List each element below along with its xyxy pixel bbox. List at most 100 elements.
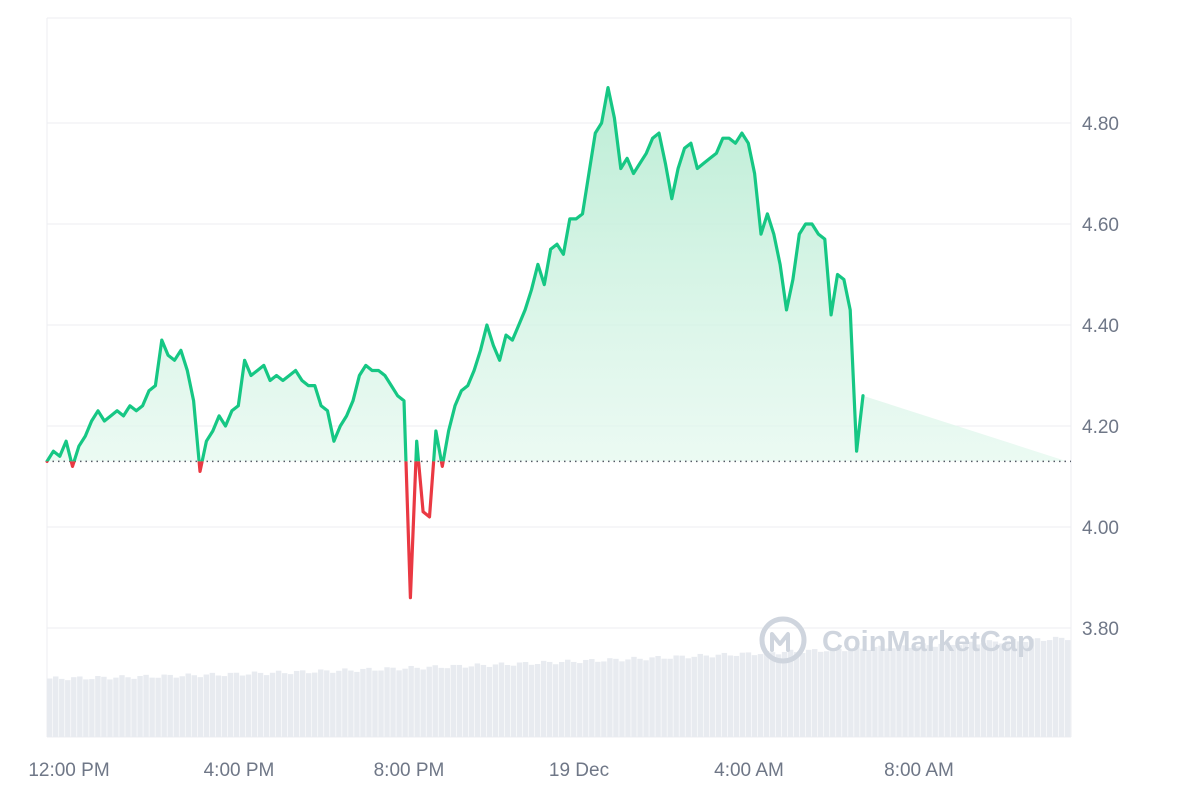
- volume-bar: [763, 650, 770, 737]
- volume-bar: [811, 649, 818, 737]
- volume-bar: [89, 679, 95, 737]
- volume-bar: [1016, 641, 1023, 737]
- volume-bar: [932, 646, 938, 737]
- volume-bar: [426, 666, 432, 737]
- volume-bar: [926, 645, 932, 737]
- volume-bar: [173, 677, 179, 737]
- volume-bar: [149, 677, 155, 737]
- volume-bar: [1064, 640, 1071, 737]
- volume-bar: [619, 661, 625, 737]
- volume-bar: [655, 656, 661, 737]
- volume-bar: [727, 655, 734, 737]
- volume-bar: [263, 675, 270, 737]
- volume-bar: [986, 640, 993, 737]
- y-tick-label: 4.60: [1082, 215, 1119, 236]
- volume-bar: [239, 675, 246, 737]
- volume-bar: [125, 677, 131, 737]
- volume-bar: [980, 643, 987, 737]
- volume-bar: [643, 660, 649, 737]
- x-axis: 12:00 PM 4:00 PM 8:00 PM 19 Dec 4:00 AM 8:00 …: [28, 760, 954, 781]
- volume-bar: [47, 678, 53, 737]
- volume-bar: [77, 676, 83, 737]
- x-tick-label: 4:00 AM: [714, 760, 784, 781]
- volume-bar: [95, 675, 101, 737]
- volume-bar: [468, 666, 475, 737]
- price-area-fill: [47, 87, 1067, 462]
- volume-bar: [631, 656, 637, 737]
- volume-bar: [462, 667, 469, 737]
- volume-bar: [769, 652, 776, 737]
- volume-bar: [595, 661, 601, 737]
- volume-bar: [649, 657, 655, 737]
- volume-bar: [299, 670, 306, 737]
- volume-bar: [101, 676, 107, 737]
- volume-bar: [420, 669, 426, 737]
- volume-bar: [546, 661, 553, 737]
- volume-bar: [1058, 637, 1065, 737]
- volume-bar: [938, 643, 944, 737]
- volume-bar: [107, 679, 113, 737]
- volume-bar: [793, 652, 800, 737]
- volume-bar: [559, 661, 565, 737]
- volume-bar: [498, 662, 505, 737]
- x-tick-label: 8:00 AM: [884, 760, 954, 781]
- volume-bar: [281, 673, 288, 737]
- volume-bar: [992, 641, 999, 737]
- volume-bar: [143, 674, 149, 737]
- y-tick-label: 4.40: [1082, 316, 1119, 337]
- volume-bar: [583, 659, 589, 737]
- volume-bar: [860, 648, 866, 737]
- volume-bar: [805, 649, 812, 737]
- volume-bar: [522, 662, 529, 737]
- volume-bar: [161, 674, 167, 737]
- volume-bar: [571, 661, 577, 737]
- x-tick-label: 19 Dec: [549, 760, 609, 781]
- volume-bar: [781, 651, 788, 737]
- volume-bar: [534, 663, 541, 737]
- volume-bar: [480, 664, 487, 737]
- y-tick-label: 4.00: [1082, 518, 1119, 539]
- volume-bar: [185, 673, 191, 737]
- volume-bar: [721, 652, 728, 737]
- volume-bar: [227, 672, 234, 737]
- volume-bar: [516, 662, 523, 737]
- volume-bar: [203, 674, 210, 737]
- volume-bars: [47, 636, 1071, 737]
- volume-bar: [372, 670, 378, 737]
- volume-bar: [504, 664, 511, 737]
- volume-bar: [715, 654, 722, 737]
- volume-bar: [920, 643, 926, 737]
- volume-bar: [53, 676, 59, 737]
- volume-bar: [432, 665, 438, 737]
- volume-bar: [1004, 640, 1011, 737]
- volume-bar: [661, 658, 667, 737]
- volume-bar: [306, 673, 312, 737]
- price-line-up: [45, 86, 865, 462]
- volume-bar: [83, 679, 89, 737]
- volume-bar: [1034, 638, 1041, 737]
- volume-bar: [510, 665, 517, 737]
- volume-bar: [324, 670, 330, 737]
- x-tick-label: 4:00 PM: [204, 760, 275, 781]
- volume-bar: [444, 668, 450, 737]
- volume-bar: [878, 645, 884, 737]
- volume-bar: [824, 651, 830, 737]
- volume-bar: [384, 667, 390, 737]
- volume-bar: [601, 661, 607, 737]
- y-tick-label: 3.80: [1082, 619, 1119, 640]
- volume-bar: [739, 652, 746, 737]
- volume-bar: [613, 658, 619, 737]
- volume-bar: [607, 658, 613, 737]
- volume-bar: [390, 667, 396, 737]
- volume-bar: [221, 676, 228, 737]
- volume-bar: [998, 643, 1005, 737]
- volume-bar: [354, 671, 360, 737]
- x-tick-label: 8:00 PM: [374, 760, 445, 781]
- volume-bar: [65, 680, 71, 737]
- volume-bar: [251, 671, 258, 737]
- volume-bar: [842, 651, 848, 737]
- volume-bar: [438, 667, 444, 737]
- volume-bar: [818, 651, 824, 737]
